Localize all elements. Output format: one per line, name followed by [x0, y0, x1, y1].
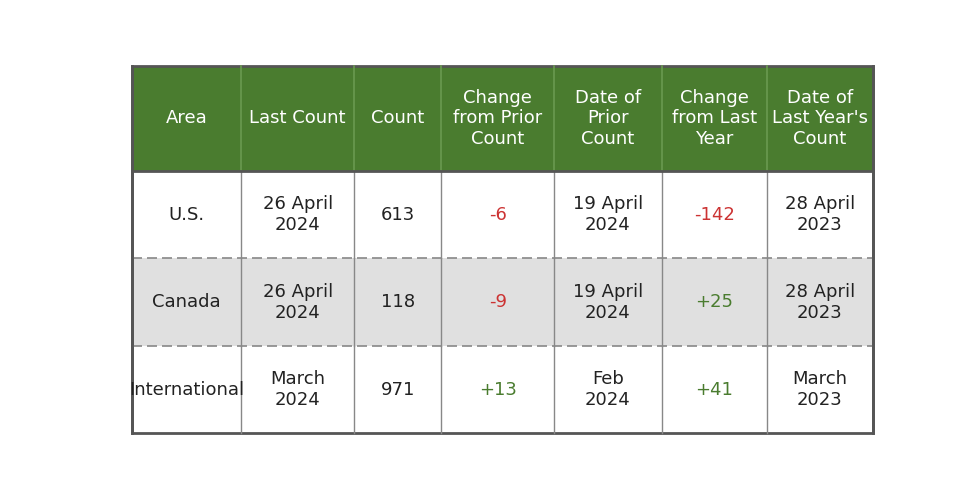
Bar: [441, 346, 554, 433]
Text: 19 April
2024: 19 April 2024: [572, 283, 643, 321]
Bar: [131, 346, 241, 433]
Text: International: International: [129, 381, 244, 399]
Text: 971: 971: [380, 381, 415, 399]
Text: +25: +25: [695, 293, 733, 311]
Text: Change
from Prior
Count: Change from Prior Count: [453, 89, 542, 148]
Text: 28 April
2023: 28 April 2023: [785, 195, 855, 234]
Bar: [662, 346, 767, 433]
Text: Last Count: Last Count: [249, 109, 346, 127]
Bar: [441, 171, 554, 258]
Bar: [767, 258, 873, 346]
Bar: [131, 66, 873, 171]
Text: U.S.: U.S.: [169, 206, 205, 224]
Text: Area: Area: [166, 109, 208, 127]
Text: Count: Count: [371, 109, 424, 127]
Text: +41: +41: [696, 381, 733, 399]
Text: +13: +13: [479, 381, 516, 399]
Text: Canada: Canada: [152, 293, 220, 311]
Bar: [554, 258, 662, 346]
Bar: [662, 171, 767, 258]
Bar: [554, 171, 662, 258]
Bar: [131, 171, 241, 258]
Bar: [241, 171, 354, 258]
Text: Date of
Prior
Count: Date of Prior Count: [575, 89, 641, 148]
Text: -142: -142: [694, 206, 735, 224]
Text: 26 April
2024: 26 April 2024: [263, 195, 333, 234]
Bar: [241, 346, 354, 433]
Text: 118: 118: [380, 293, 415, 311]
Text: 19 April
2024: 19 April 2024: [572, 195, 643, 234]
Text: March
2024: March 2024: [270, 370, 325, 409]
Bar: [354, 346, 441, 433]
Text: -6: -6: [489, 206, 507, 224]
Text: March
2023: March 2023: [793, 370, 848, 409]
Bar: [241, 258, 354, 346]
Text: 26 April
2024: 26 April 2024: [263, 283, 333, 321]
Bar: [767, 346, 873, 433]
Bar: [354, 258, 441, 346]
Text: 613: 613: [380, 206, 415, 224]
Bar: [662, 258, 767, 346]
Bar: [554, 346, 662, 433]
Bar: [131, 258, 241, 346]
Text: -9: -9: [489, 293, 507, 311]
Bar: [767, 171, 873, 258]
Text: 28 April
2023: 28 April 2023: [785, 283, 855, 321]
Text: Change
from Last
Year: Change from Last Year: [671, 89, 757, 148]
Text: Feb
2024: Feb 2024: [585, 370, 631, 409]
Bar: [354, 171, 441, 258]
Bar: [441, 258, 554, 346]
Text: Date of
Last Year's
Count: Date of Last Year's Count: [772, 89, 868, 148]
